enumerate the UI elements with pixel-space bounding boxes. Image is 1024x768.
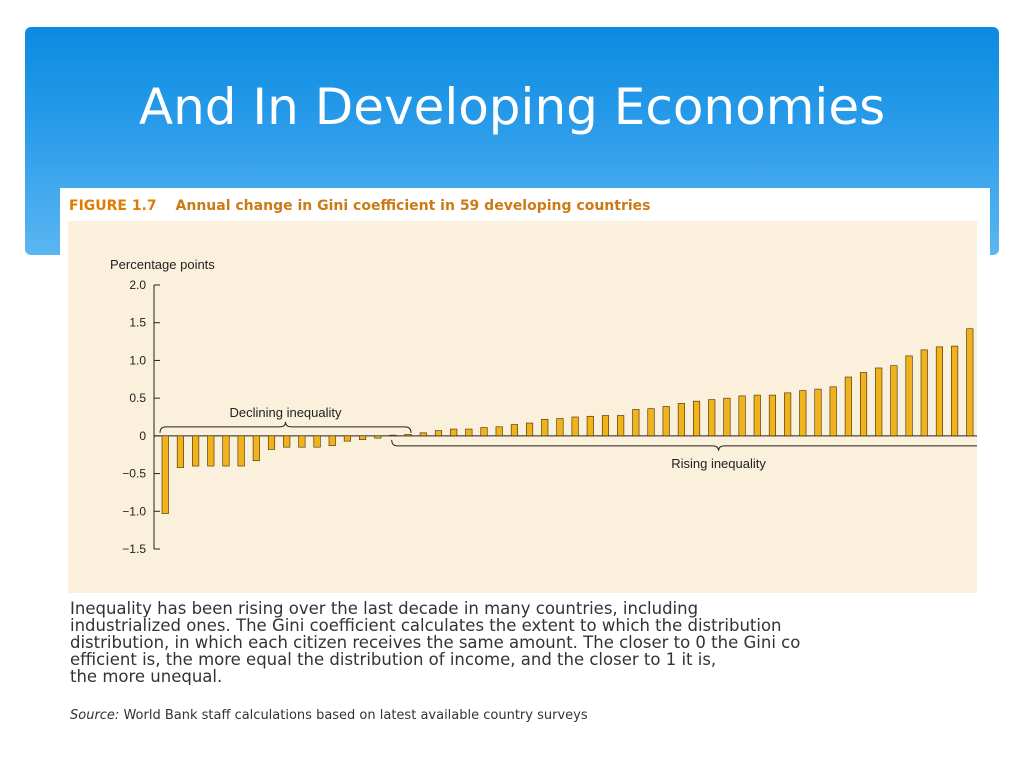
explanatory-note: Inequality has been rising over the last…: [70, 600, 801, 685]
bar: [237, 435, 245, 467]
bar: [328, 435, 336, 446]
y-tick-label: −1.0: [122, 504, 146, 518]
bar: [799, 390, 807, 437]
bar: [859, 372, 868, 437]
bar: [192, 435, 200, 467]
bar: [480, 427, 488, 437]
y-tick-label: 0.5: [129, 391, 146, 405]
bar: [966, 328, 974, 437]
y-tick-label: 2.0: [129, 278, 146, 292]
bar: [267, 435, 276, 450]
bar: [495, 426, 503, 437]
source-label: Source:: [70, 708, 120, 723]
bar: [662, 406, 670, 437]
chart-background: [68, 221, 977, 593]
bar: [738, 395, 746, 437]
bar: [374, 435, 382, 439]
bar: [632, 409, 640, 437]
bars: [161, 328, 974, 514]
figure-caption-text: Annual change in Gini coefficient in 59 …: [175, 198, 651, 214]
bar: [935, 346, 943, 437]
bar: [814, 388, 822, 437]
bar: [222, 435, 230, 467]
source-line: Source: World Bank staff calculations ba…: [70, 708, 588, 723]
y-tick-label: 1.5: [129, 316, 146, 330]
bar: [708, 399, 716, 437]
bar: [784, 392, 792, 437]
bar: [601, 415, 610, 437]
bar: [844, 376, 852, 437]
slide-title: And In Developing Economies: [138, 78, 886, 136]
rising-label: Rising inequality: [671, 456, 766, 471]
rising-bracket: [391, 439, 977, 451]
annotations: Declining inequality Rising inequality: [159, 405, 977, 471]
bar: [677, 403, 685, 437]
bar: [404, 434, 412, 437]
figure-number: FIGURE 1.7: [69, 198, 157, 214]
bar: [283, 435, 291, 448]
bar: [723, 397, 731, 437]
bar: [176, 435, 184, 468]
bar: [829, 386, 837, 437]
bar: [647, 408, 655, 437]
y-tick-label: −1.5: [122, 542, 146, 556]
bar: [768, 394, 777, 437]
declining-bracket: [159, 421, 412, 433]
gini-change-bar-chart: Percentage points 2.0 1.5 1.0 0.5 0 −0.5 −1.0 −…: [110, 257, 977, 556]
axes: 2.0 1.5 1.0 0.5 0 −0.5 −1.0 −1.5: [122, 278, 977, 556]
bar: [617, 415, 625, 437]
declining-label: Declining inequality: [230, 405, 343, 420]
bar: [890, 365, 898, 437]
y-tick-label: −0.5: [122, 467, 146, 481]
bar: [541, 418, 549, 437]
bar: [875, 367, 883, 437]
bar: [692, 400, 701, 437]
bar: [753, 394, 761, 437]
bar: [313, 435, 321, 448]
bar: [556, 418, 564, 437]
bar: [510, 424, 518, 437]
bar: [434, 430, 443, 437]
bar: [951, 345, 959, 437]
bar: [343, 435, 351, 442]
bar: [905, 355, 913, 437]
bar: [207, 435, 215, 467]
bar: [586, 415, 594, 437]
bar: [252, 435, 260, 462]
bar: [419, 432, 427, 437]
bar: [465, 428, 473, 437]
bar: [526, 422, 534, 437]
y-tick-label: 1.0: [129, 353, 146, 367]
bar: [389, 434, 397, 437]
bar: [161, 435, 169, 514]
figure-caption: FIGURE 1.7 Annual change in Gini coeffic…: [69, 198, 651, 214]
source-text: World Bank staff calculations based on l…: [123, 708, 588, 723]
y-tick-label: 0: [139, 429, 146, 443]
bar: [450, 428, 458, 437]
y-axis-label: Percentage points: [110, 257, 215, 272]
bar: [920, 349, 928, 437]
bar: [571, 416, 579, 437]
bar: [359, 435, 367, 440]
bar: [298, 435, 306, 448]
